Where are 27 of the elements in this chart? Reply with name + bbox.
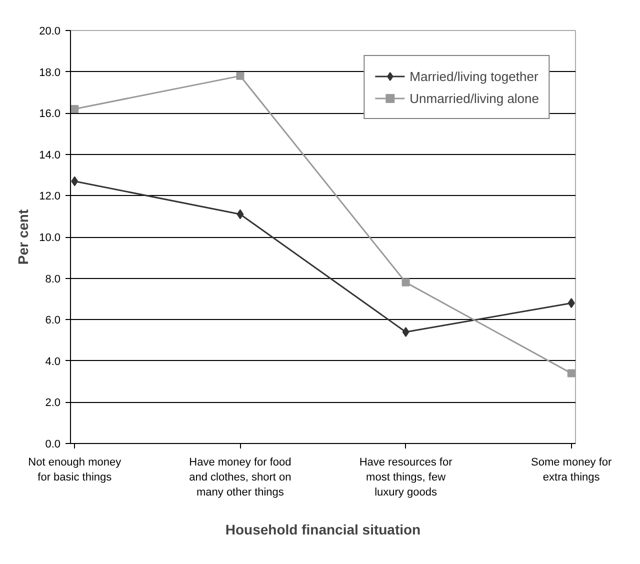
x-axis-title: Household financial situation <box>225 522 421 538</box>
y-tick-label: 10.0 <box>39 232 61 244</box>
y-tick-label: 8.0 <box>45 273 61 286</box>
point <box>568 298 575 308</box>
y-tick-label: 12.0 <box>39 190 61 203</box>
y-axis-title: Per cent <box>15 209 32 265</box>
legend-label: Married/living together <box>410 68 538 84</box>
y-tick-label: 14.0 <box>39 149 61 162</box>
point <box>402 278 410 286</box>
point <box>70 104 79 113</box>
x-tick-label: Have money for food and clothes, short on many other things <box>189 456 292 498</box>
y-tick-label: 16.0 <box>39 108 61 120</box>
y-tick-label: 18.0 <box>39 66 61 79</box>
y-tick-label: 6.0 <box>45 314 61 327</box>
point <box>236 209 244 220</box>
y-tick-label: 0.0 <box>45 438 61 450</box>
x-tick-label: Have resources for most things, few luxury goods <box>359 456 453 498</box>
legend-label: Unmarried/living alone <box>410 90 539 106</box>
point <box>567 369 576 378</box>
y-tick-label: 4.0 <box>45 356 61 368</box>
point <box>402 326 410 337</box>
point <box>71 176 78 186</box>
point <box>236 72 244 80</box>
y-tick-label: 2.0 <box>45 397 61 410</box>
y-tick-label: 20.0 <box>39 26 61 38</box>
x-tick-label: Some money for extra things <box>531 456 612 484</box>
x-tick-label: Not enough money for basic things <box>28 456 122 484</box>
